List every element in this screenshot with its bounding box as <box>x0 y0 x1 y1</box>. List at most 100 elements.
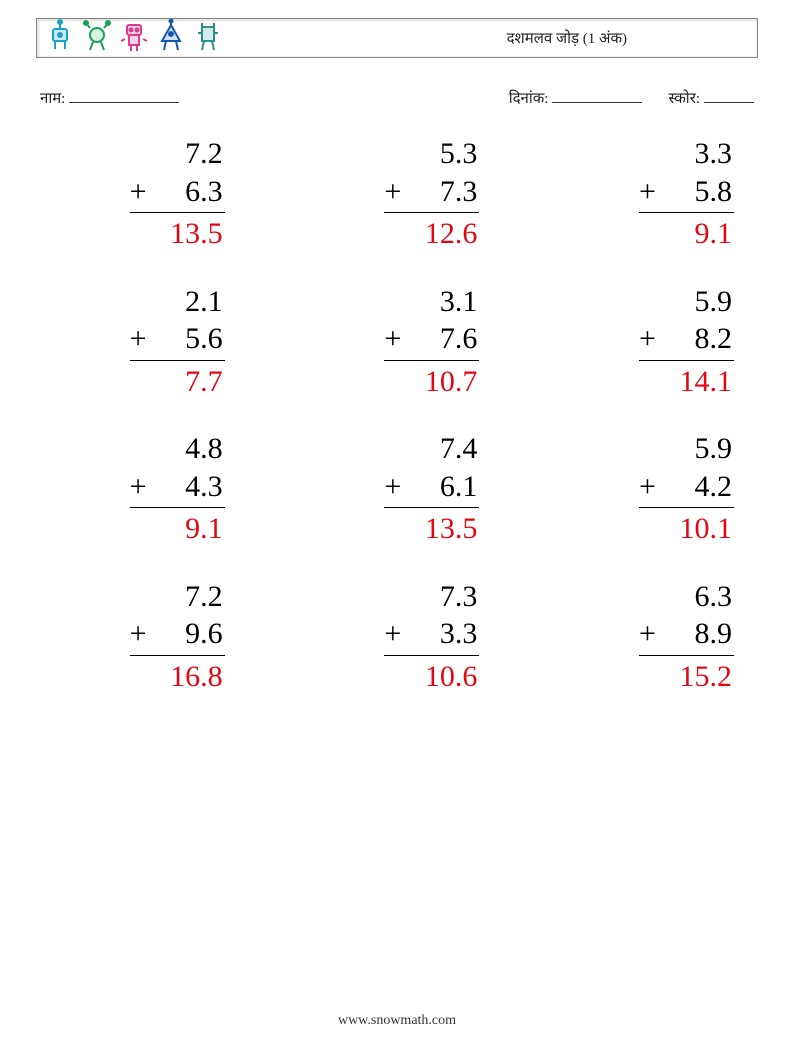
operand-2: 8.9 <box>658 615 732 653</box>
operand-1: 7.2 <box>130 135 225 173</box>
problem: 7.3+3.310.6 <box>315 578 480 696</box>
operand-2: 4.3 <box>149 468 223 506</box>
answer: 9.1 <box>130 508 225 548</box>
robot-1-icon <box>45 19 75 58</box>
robot-5-icon <box>193 19 223 58</box>
problem: 3.1+7.610.7 <box>315 283 480 401</box>
problem-stack: 7.2+9.616.8 <box>130 578 225 696</box>
operand-2: 7.3 <box>403 173 477 211</box>
operand-2: 5.8 <box>658 173 732 211</box>
problem: 7.4+6.113.5 <box>315 430 480 548</box>
answer: 16.8 <box>130 656 225 696</box>
operand-1: 3.1 <box>384 283 479 321</box>
problems-grid: 7.2+6.313.55.3+7.312.63.3+5.89.12.1+5.67… <box>60 135 734 695</box>
answer: 12.6 <box>384 213 479 253</box>
date-underline <box>552 88 642 103</box>
operand-2: 3.3 <box>403 615 477 653</box>
operand-2-row: +4.2 <box>639 468 734 509</box>
info-row: नाम: दिनांक: स्कोर: <box>40 88 754 108</box>
operator-sign: + <box>639 320 656 358</box>
operand-1: 6.3 <box>639 578 734 616</box>
answer: 15.2 <box>639 656 734 696</box>
operand-2: 6.1 <box>403 468 477 506</box>
problem: 6.3+8.915.2 <box>569 578 734 696</box>
problem: 5.3+7.312.6 <box>315 135 480 253</box>
operand-1: 7.4 <box>384 430 479 468</box>
operand-2: 7.6 <box>403 320 477 358</box>
operand-2: 8.2 <box>658 320 732 358</box>
operand-2-row: +6.3 <box>130 173 225 214</box>
problem: 4.8+4.39.1 <box>60 430 225 548</box>
name-underline <box>69 88 179 103</box>
operand-2-row: +3.3 <box>384 615 479 656</box>
problem-stack: 7.3+3.310.6 <box>384 578 479 696</box>
operand-1: 5.3 <box>384 135 479 173</box>
operand-2-row: +5.8 <box>639 173 734 214</box>
operand-1: 4.8 <box>130 430 225 468</box>
problem: 7.2+9.616.8 <box>60 578 225 696</box>
operator-sign: + <box>639 468 656 506</box>
answer: 10.1 <box>639 508 734 548</box>
name-field: नाम: <box>40 88 179 108</box>
operand-1: 7.3 <box>384 578 479 616</box>
operator-sign: + <box>639 173 656 211</box>
operand-2-row: +8.9 <box>639 615 734 656</box>
operand-2: 9.6 <box>149 615 223 653</box>
footer-url: www.snowmath.com <box>0 1013 794 1029</box>
operand-2-row: +8.2 <box>639 320 734 361</box>
date-label: दिनांक: <box>509 88 549 108</box>
name-label: नाम: <box>40 88 65 108</box>
operator-sign: + <box>130 320 147 358</box>
problem-stack: 4.8+4.39.1 <box>130 430 225 548</box>
operator-sign: + <box>639 615 656 653</box>
problem: 5.9+8.214.1 <box>569 283 734 401</box>
operand-2-row: +6.1 <box>384 468 479 509</box>
problem-stack: 7.4+6.113.5 <box>384 430 479 548</box>
operator-sign: + <box>130 468 147 506</box>
operator-sign: + <box>384 468 401 506</box>
answer: 14.1 <box>639 361 734 401</box>
operator-sign: + <box>384 615 401 653</box>
worksheet-title: दशमलव जोड़ (1 अंक) <box>507 19 627 57</box>
answer: 9.1 <box>639 213 734 253</box>
operator-sign: + <box>130 615 147 653</box>
operator-sign: + <box>130 173 147 211</box>
answer: 13.5 <box>384 508 479 548</box>
problem: 3.3+5.89.1 <box>569 135 734 253</box>
operand-1: 5.9 <box>639 283 734 321</box>
answer: 10.7 <box>384 361 479 401</box>
operand-1: 2.1 <box>130 283 225 321</box>
problem-stack: 7.2+6.313.5 <box>130 135 225 253</box>
operator-sign: + <box>384 320 401 358</box>
problem: 7.2+6.313.5 <box>60 135 225 253</box>
score-label: स्कोर: <box>668 88 700 108</box>
operator-sign: + <box>384 173 401 211</box>
problem-stack: 5.9+8.214.1 <box>639 283 734 401</box>
operand-2-row: +5.6 <box>130 320 225 361</box>
score-underline <box>704 88 754 103</box>
problem-stack: 2.1+5.67.7 <box>130 283 225 401</box>
operand-2: 6.3 <box>149 173 223 211</box>
operand-2-row: +4.3 <box>130 468 225 509</box>
robot-icon-row <box>45 19 223 58</box>
operand-1: 7.2 <box>130 578 225 616</box>
problem-stack: 6.3+8.915.2 <box>639 578 734 696</box>
answer: 7.7 <box>130 361 225 401</box>
operand-2: 4.2 <box>658 468 732 506</box>
problem-stack: 5.3+7.312.6 <box>384 135 479 253</box>
robot-4-icon <box>156 19 186 58</box>
operand-2-row: +7.3 <box>384 173 479 214</box>
problem: 5.9+4.210.1 <box>569 430 734 548</box>
answer: 13.5 <box>130 213 225 253</box>
robot-2-icon <box>82 19 112 58</box>
operand-1: 5.9 <box>639 430 734 468</box>
robot-3-icon <box>119 19 149 58</box>
problem-stack: 5.9+4.210.1 <box>639 430 734 548</box>
header-bar: दशमलव जोड़ (1 अंक) <box>36 18 758 58</box>
operand-2-row: +7.6 <box>384 320 479 361</box>
worksheet-page: दशमलव जोड़ (1 अंक) नाम: दिनांक: स्कोर: 7… <box>0 0 794 1053</box>
problem: 2.1+5.67.7 <box>60 283 225 401</box>
operand-2-row: +9.6 <box>130 615 225 656</box>
problem-stack: 3.3+5.89.1 <box>639 135 734 253</box>
answer: 10.6 <box>384 656 479 696</box>
